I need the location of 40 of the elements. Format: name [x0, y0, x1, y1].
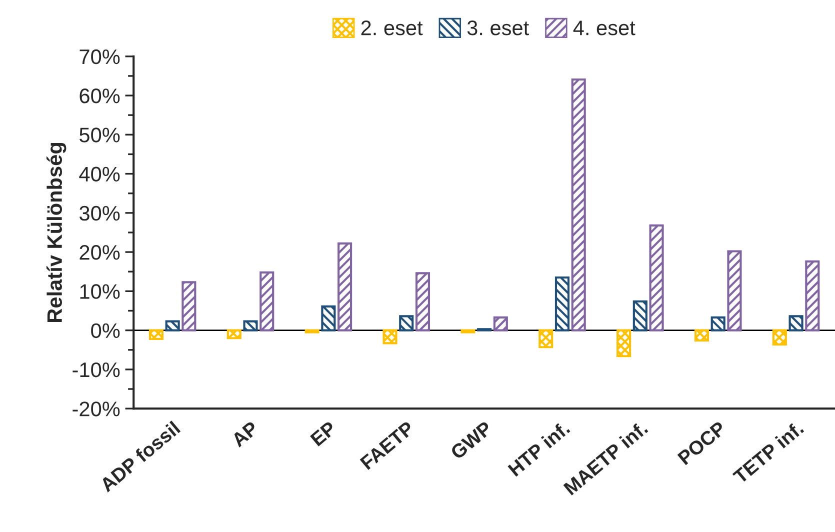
bar: [538, 329, 554, 348]
legend-label: 4. eset: [573, 20, 636, 36]
bar: [260, 271, 274, 332]
y-tick-label: 60%: [80, 88, 120, 104]
y-tick-label: 50%: [80, 128, 120, 142]
bar: [382, 329, 398, 344]
y-tick-label: 0%: [91, 323, 120, 338]
x-tick-label: AP: [230, 420, 260, 448]
bar: [772, 329, 787, 346]
bar: [727, 250, 742, 332]
bar: [243, 320, 258, 332]
bar: [788, 315, 804, 332]
legend-label: 2. eset: [361, 20, 423, 36]
y-tick-label: -20%: [72, 402, 120, 416]
y-tick-label: 30%: [80, 206, 120, 221]
bar: [649, 224, 664, 332]
bar: [694, 329, 710, 342]
y-tick-label: 10%: [80, 284, 120, 299]
y-tick-label: 40%: [79, 166, 120, 182]
bar: [710, 316, 726, 332]
bar: [415, 272, 430, 332]
y-tick-label: 70%: [80, 49, 120, 64]
bar: [571, 78, 586, 332]
bar: [805, 260, 820, 332]
x-tick-label: EP: [310, 420, 337, 446]
bar: [226, 329, 242, 340]
y-tick-label: 20%: [80, 245, 120, 260]
y-axis-title: Relatív Különbség: [46, 143, 66, 322]
bar: [493, 316, 508, 332]
bar: [554, 276, 570, 332]
bar: [338, 242, 352, 332]
legend-label: 3. eset: [467, 20, 529, 36]
bar: [399, 315, 414, 332]
bar: [616, 329, 632, 358]
bar: [632, 300, 648, 332]
bar: [148, 329, 164, 340]
bar: [165, 320, 180, 332]
bar: [321, 305, 336, 332]
bar: [182, 281, 196, 332]
y-tick-label: -10%: [72, 362, 120, 378]
